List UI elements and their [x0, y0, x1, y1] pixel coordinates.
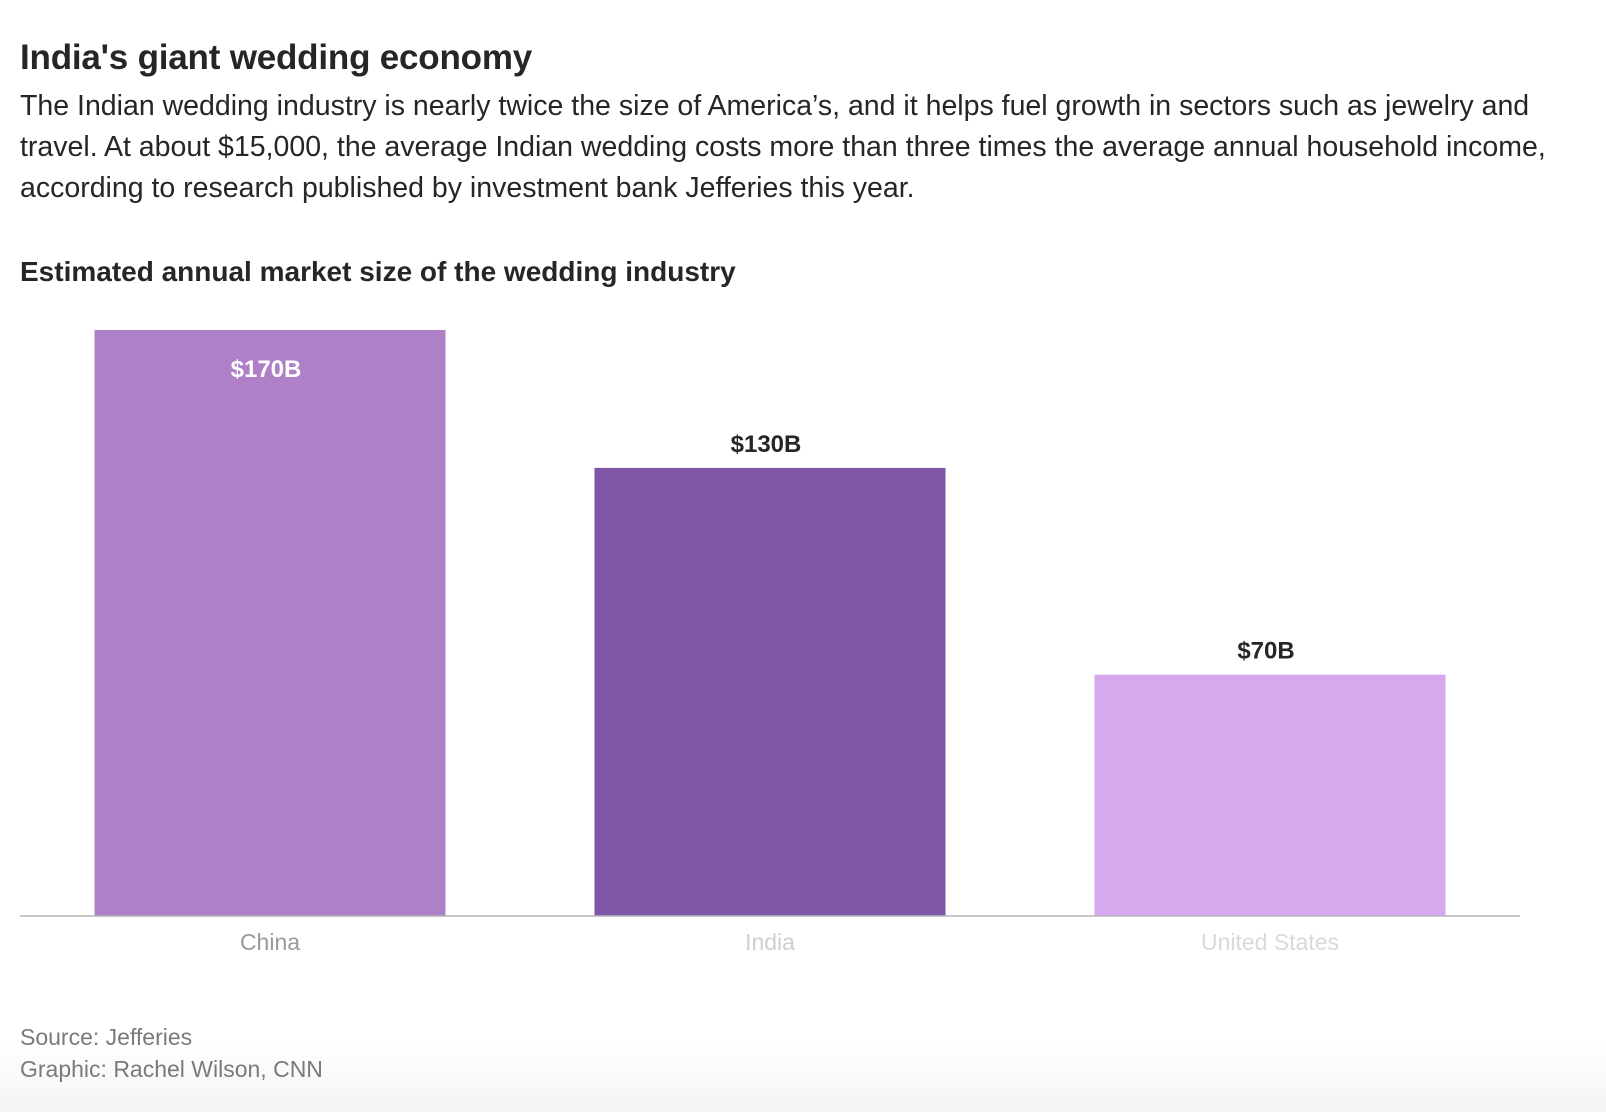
data-label-united-states: $70B [1237, 638, 1294, 665]
page-title: India's giant wedding economy [20, 38, 533, 77]
category-label-china: China [240, 929, 300, 955]
category-label-united-states: United States [1201, 929, 1339, 955]
category-label-india: India [745, 929, 795, 955]
graphic-credit: Graphic: Rachel Wilson, CNN [20, 1056, 323, 1082]
bar-india [594, 467, 946, 916]
bar-united-states [1094, 674, 1446, 916]
source-note: Source: Jefferies [20, 1024, 193, 1050]
bar-china [94, 330, 446, 916]
chart-title: Estimated annual market size of the wedd… [20, 256, 736, 287]
data-label-india: $130B [731, 431, 802, 458]
page-subtitle: The Indian wedding industry is nearly tw… [20, 90, 1546, 204]
data-label-china: $170B [231, 356, 302, 383]
